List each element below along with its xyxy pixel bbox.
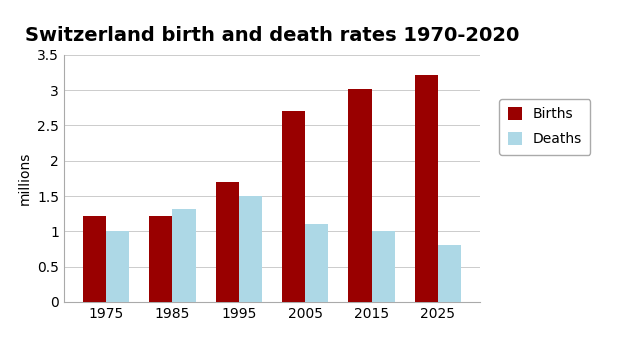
- Bar: [348, 89, 372, 302]
- Title: Switzerland birth and death rates 1970-2020: Switzerland birth and death rates 1970-2…: [25, 26, 519, 45]
- Bar: [216, 182, 239, 302]
- Bar: [106, 231, 129, 302]
- Bar: [172, 209, 196, 302]
- Y-axis label: millions: millions: [17, 152, 31, 205]
- Bar: [372, 231, 395, 302]
- Bar: [239, 196, 262, 302]
- Bar: [149, 216, 172, 302]
- Bar: [282, 111, 305, 302]
- Bar: [415, 75, 438, 302]
- Legend: Births, Deaths: Births, Deaths: [499, 99, 590, 155]
- Bar: [305, 224, 328, 302]
- Bar: [438, 245, 461, 302]
- Bar: [83, 216, 106, 302]
